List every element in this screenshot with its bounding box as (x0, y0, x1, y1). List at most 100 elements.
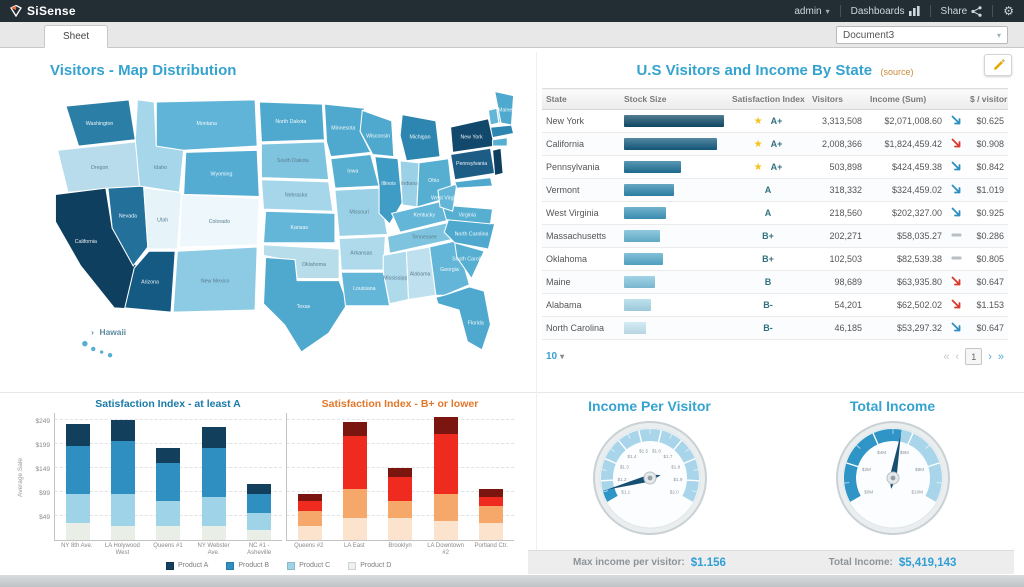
bar-segment[interactable] (343, 518, 368, 540)
map-state-wi[interactable] (359, 109, 395, 158)
legend-item[interactable]: Product A (166, 561, 208, 570)
map-state-mi[interactable] (399, 113, 441, 162)
legend-item[interactable]: Product D (348, 561, 391, 570)
stacked-bar[interactable] (297, 494, 322, 540)
document-select[interactable]: Document3 ▾ (836, 26, 1008, 44)
stacked-bar[interactable] (388, 467, 413, 540)
map-state-ar[interactable] (338, 235, 386, 271)
bar-segment[interactable] (297, 511, 322, 526)
column-header[interactable]: State (542, 88, 620, 110)
bar-segment[interactable] (343, 421, 368, 437)
map-state-id[interactable] (134, 99, 185, 193)
bar-segment[interactable] (433, 433, 458, 495)
map-state-nj[interactable] (492, 147, 504, 177)
prev-page-button[interactable]: ‹ (955, 350, 960, 363)
bar-segment[interactable] (343, 489, 368, 519)
edit-pencil-button[interactable] (984, 54, 1012, 76)
column-header[interactable]: Satisfaction Index (728, 88, 808, 110)
table-row[interactable]: West Virginia A 218,560 $202,327.00 $0.925 (542, 201, 1008, 225)
column-header[interactable]: Visitors (808, 88, 866, 110)
bar-segment[interactable] (247, 513, 272, 531)
map-state-ia[interactable] (330, 153, 380, 189)
stacked-bar[interactable] (343, 421, 368, 540)
map-state-ct[interactable] (492, 137, 508, 147)
stacked-bar[interactable] (201, 426, 226, 540)
bar-segment[interactable] (297, 494, 322, 502)
column-header[interactable]: Stock Size (620, 88, 728, 110)
bar-segment[interactable] (65, 523, 90, 540)
table-row[interactable]: North Carolina B- 46,185 $53,297.32 $0.647 (542, 316, 1008, 340)
admin-menu[interactable]: admin ▾ (794, 6, 829, 17)
map-state-hi[interactable] (90, 345, 97, 352)
bar-segment[interactable] (247, 530, 272, 540)
map-state-ma[interactable] (489, 124, 515, 139)
map-state-ks[interactable] (262, 210, 336, 244)
next-page-button[interactable]: › (988, 350, 992, 363)
page-size-dropdown[interactable]: 10 ▾ (546, 351, 564, 362)
bar-segment[interactable] (156, 448, 181, 463)
map-state-hi[interactable] (81, 340, 89, 348)
table-row[interactable]: Oklahoma B+ 102,503 $82,539.38 $0.805 (542, 247, 1008, 271)
bar-segment[interactable] (156, 462, 181, 502)
bar-segment[interactable] (156, 501, 181, 527)
dashboards-button[interactable]: Dashboards (851, 6, 920, 17)
stacked-bar[interactable] (433, 416, 458, 540)
bar-segment[interactable] (479, 506, 504, 524)
bar-segment[interactable] (297, 525, 322, 540)
map-state-il[interactable] (374, 156, 403, 225)
map-state-sd[interactable] (260, 141, 330, 181)
table-row[interactable]: Maine B 98,689 $63,935.80 $0.647 (542, 270, 1008, 294)
table-row[interactable]: Vermont A 318,332 $324,459.02 $1.019 (542, 178, 1008, 202)
bar-segment[interactable] (388, 518, 413, 540)
map-state-la[interactable] (340, 271, 391, 307)
tab-sheet[interactable]: Sheet (44, 25, 109, 48)
bar-segment[interactable] (65, 494, 90, 524)
bar-segment[interactable] (247, 484, 272, 495)
map-state-co[interactable] (178, 193, 260, 248)
bar-segment[interactable] (201, 496, 226, 526)
map-state-wy[interactable] (183, 149, 260, 198)
bar-segment[interactable] (156, 526, 181, 540)
map-state-mn[interactable] (323, 103, 372, 158)
bar-segment[interactable] (201, 426, 226, 449)
map-state-az[interactable] (124, 250, 176, 313)
table-row[interactable]: Pennsylvania ★ A+ 503,898 $424,459.38 $0.842 (542, 155, 1008, 179)
source-link[interactable]: (source) (880, 67, 914, 77)
map-state-md[interactable] (454, 177, 494, 189)
map-state-nm[interactable] (172, 246, 258, 313)
map-state-hi[interactable] (107, 352, 114, 359)
bar-segment[interactable] (343, 436, 368, 490)
bar-segment[interactable] (111, 441, 136, 495)
table-row[interactable]: Massachusetts B+ 202,271 $58,035.27 $0.286 (542, 224, 1008, 248)
bar-segment[interactable] (479, 489, 504, 497)
map-state-wa[interactable] (65, 99, 136, 147)
table-row[interactable]: California ★ A+ 2,008,366 $1,824,459.42 $0.90… (542, 132, 1008, 156)
stacked-bar[interactable] (479, 489, 504, 540)
stacked-bar[interactable] (65, 424, 90, 540)
map-state-ny[interactable] (449, 118, 496, 153)
bar-segment[interactable] (388, 477, 413, 502)
bar-segment[interactable] (479, 496, 504, 507)
bar-segment[interactable] (297, 501, 322, 512)
bar-segment[interactable] (111, 525, 136, 540)
bar-segment[interactable] (433, 416, 458, 434)
map-state-or[interactable] (56, 141, 143, 193)
bar-segment[interactable] (111, 419, 136, 441)
map-state-in[interactable] (399, 160, 420, 208)
bar-segment[interactable] (111, 494, 136, 526)
current-page[interactable]: 1 (965, 348, 983, 365)
sisense-logo[interactable]: SiSense (10, 4, 76, 18)
map-state-hi[interactable] (99, 349, 105, 355)
column-header[interactable]: Income (Sum) (866, 88, 946, 110)
bar-segment[interactable] (201, 448, 226, 497)
legend-item[interactable]: Product B (226, 561, 269, 570)
map-state-wv[interactable] (437, 183, 458, 212)
map-state-fl[interactable] (435, 286, 492, 351)
column-header[interactable] (946, 88, 966, 110)
stacked-bar[interactable] (156, 448, 181, 540)
bar-segment[interactable] (388, 501, 413, 519)
bar-segment[interactable] (201, 525, 226, 540)
legend-item[interactable]: Product C (287, 561, 330, 570)
map-state-va[interactable] (441, 204, 494, 225)
map-state-ms[interactable] (382, 250, 410, 305)
